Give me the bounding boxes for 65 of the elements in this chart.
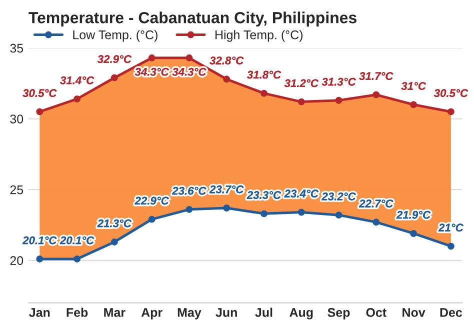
legend-label: Low Temp. (°C) [73, 30, 158, 42]
point [223, 76, 230, 83]
x-tick-label: Oct [366, 308, 386, 317]
data-label: 23.7°C [209, 185, 244, 194]
x-tick-label: Jun [216, 308, 237, 317]
x-tick-label: Dec [440, 308, 462, 317]
data-label: 23.6°C [172, 186, 206, 195]
point [372, 91, 380, 98]
data-label: 32.8°C [210, 56, 244, 64]
data-label: 30.5°C [434, 89, 468, 98]
data-label: 22.7°C [358, 200, 394, 208]
x-tick-label: Aug [290, 308, 313, 320]
point [335, 212, 342, 219]
data-label: 20.1°C [60, 236, 94, 244]
point [372, 218, 380, 226]
data-label: 22.9°C [134, 196, 169, 205]
x-tick-label: Nov [402, 308, 426, 317]
point [410, 230, 418, 237]
data-label: 23.2°C [322, 192, 356, 200]
point [110, 74, 118, 82]
point [74, 256, 81, 262]
point [298, 208, 305, 216]
x-tick-label: Jul [255, 308, 272, 317]
point [260, 90, 268, 97]
data-label: 30.5°C [22, 89, 57, 98]
data-label: 31.7°C [359, 72, 394, 80]
data-label: 23.3°C [246, 191, 282, 199]
point [223, 204, 230, 212]
data-label: 31.8°C [247, 70, 282, 79]
point [148, 216, 156, 223]
x-tick-label: Apr [141, 308, 162, 320]
x-tick-label: Mar [104, 308, 126, 317]
data-label: 31.2°C [284, 79, 319, 88]
data-label: 31.4°C [60, 76, 94, 84]
data-label: 21.3°C [97, 219, 132, 228]
y-tick-label: 35 [10, 44, 24, 53]
data-label: 34.3°C [134, 68, 169, 76]
data-label: 23.4°C [284, 190, 319, 198]
point [447, 108, 454, 116]
legend-label: High Temp. (°C) [216, 30, 303, 42]
point [260, 210, 268, 218]
x-tick-label: Feb [66, 308, 88, 317]
point [447, 242, 454, 250]
data-label: 32.9°C [97, 55, 132, 64]
point [335, 96, 342, 104]
point [186, 54, 193, 62]
y-tick-label: 25 [10, 185, 24, 194]
data-label: 31.3°C [322, 78, 356, 86]
point [74, 95, 81, 102]
point [36, 256, 44, 262]
x-tick-label: May [178, 308, 202, 320]
data-label: 21.9°C [396, 210, 431, 219]
x-tick-label: Sep [328, 308, 350, 320]
y-tick-label: 20 [10, 256, 24, 266]
data-label: 31°C [401, 82, 426, 90]
data-label: 34.3°C [172, 68, 206, 76]
point [186, 206, 193, 213]
point [148, 54, 156, 62]
point [298, 98, 305, 106]
point [36, 108, 44, 116]
y-tick-label: 30 [10, 114, 24, 124]
point [410, 101, 418, 108]
x-tick-label: Jan [29, 308, 50, 317]
chart-title: Temperature - Cabanatuan City, Philippines [28, 12, 356, 26]
point [110, 238, 118, 246]
